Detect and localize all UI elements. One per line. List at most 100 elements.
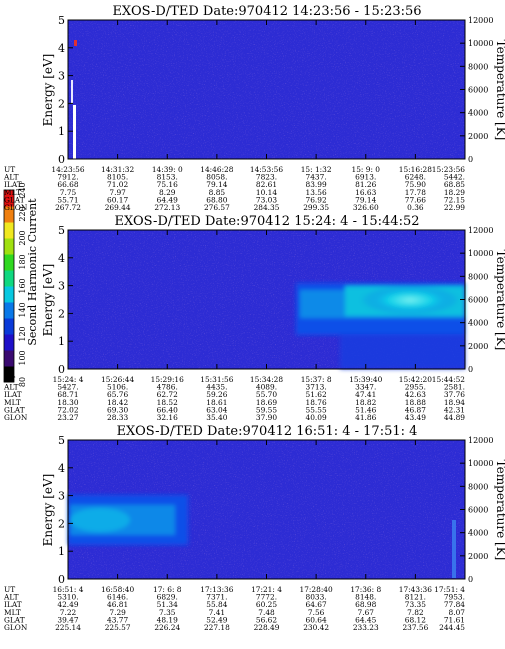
table-cell: 15:34:28: [250, 375, 283, 384]
table-cell: 56.62: [256, 615, 277, 624]
table-cell: 237.56: [402, 623, 428, 632]
table-cell: 55.55: [306, 405, 327, 414]
table-cell: 81.26: [355, 180, 376, 189]
panel-1-xticks: [67, 20, 466, 159]
panel-3-edge-streak: [452, 520, 456, 578]
table-cell: 79.14: [355, 195, 376, 204]
colorbar-label: Second Harmonic Current: [26, 198, 39, 346]
table-cell: 7912.: [57, 173, 78, 182]
colorbar-swatch: [4, 334, 14, 351]
table-cell: 228.49: [254, 623, 280, 632]
table-cell: 4089.: [256, 383, 277, 392]
table-cell: 23.27: [57, 413, 78, 422]
table-cell: 32.16: [157, 413, 178, 422]
table-cell: 68.71: [57, 390, 78, 399]
colorbar-swatch: [4, 254, 14, 271]
row-label: UT: [4, 375, 15, 384]
table-cell: 18.42: [107, 398, 128, 407]
colorbar-swatch: [4, 286, 14, 303]
table-cell: 18.88: [405, 398, 426, 407]
y2-tick-label: 2000: [468, 552, 488, 561]
row-label: UT: [4, 165, 15, 174]
table-cell: 15: 9: 0: [352, 165, 381, 174]
y-tick-label: 1: [58, 335, 65, 348]
panel-1-y2ticks: 0 2000 4000 6000 8000 10000 12000: [460, 16, 493, 164]
panel-3-y2label: Temperature [K]: [494, 460, 505, 561]
table-cell: 8153.: [157, 173, 178, 182]
table-cell: 63.04: [206, 405, 227, 414]
row-label: MLT: [4, 188, 21, 197]
table-cell: 13.56: [306, 188, 327, 197]
row-label: MLT: [4, 398, 21, 407]
panel-2-yticks: 0 1 2 3 4 5: [58, 224, 73, 376]
table-cell: 7.22: [60, 608, 76, 617]
colorbar-tick-label: 240: [18, 182, 27, 197]
panel-3-xticks: [67, 440, 466, 579]
table-cell: 68.98: [355, 600, 376, 609]
table-cell: 8058.: [206, 173, 227, 182]
table-cell: 0.36: [407, 203, 424, 212]
table-cell: 73.35: [405, 600, 426, 609]
table-cell: 17:51: 4: [434, 585, 465, 594]
table-cell: 272.13: [154, 203, 180, 212]
y-tick-label: 4: [58, 42, 65, 55]
table-cell: 15:44:52: [432, 375, 465, 384]
y2-tick-label: 12000: [468, 226, 493, 235]
table-cell: 225.14: [55, 623, 81, 632]
table-cell: 2581.: [444, 383, 465, 392]
y-tick-label: 0: [58, 363, 65, 376]
table-cell: 65.76: [107, 390, 128, 399]
colorbar-swatch: [4, 238, 14, 255]
table-cell: 71.61: [444, 615, 465, 624]
row-label: GLON: [4, 413, 28, 422]
y2-tick-label: 0: [468, 575, 473, 584]
table-cell: 15:42:20: [399, 375, 432, 384]
panel-1-yticks: 0 1 2 3 4 5: [58, 14, 73, 166]
table-cell: 75.16: [157, 180, 178, 189]
table-cell: 73.03: [256, 195, 277, 204]
table-cell: 18.29: [444, 188, 465, 197]
y2-tick-label: 2000: [468, 132, 488, 141]
table-cell: 8.29: [159, 188, 176, 197]
y2-tick-label: 8000: [468, 62, 488, 71]
colorbar-ticks: 80 100 120 140 160 180 200 220 240: [18, 182, 27, 387]
row-label: GLAT: [4, 195, 25, 204]
table-cell: 7.56: [308, 608, 325, 617]
panel-2: EXOS-D/TED Date:970412 15:24: 4 - 15:44:…: [3, 214, 505, 422]
row-label: GLON: [4, 623, 28, 632]
y2-tick-label: 4000: [468, 319, 488, 328]
table-cell: 4435.: [206, 383, 227, 392]
table-cell: 42.31: [444, 405, 465, 414]
table-cell: 40.09: [306, 413, 327, 422]
table-cell: 7.82: [407, 608, 423, 617]
table-cell: 15:39:40: [349, 375, 382, 384]
y2-tick-label: 0: [468, 155, 473, 164]
panel-2-enhancement: [296, 283, 465, 369]
colorbar-swatch: [4, 318, 14, 335]
colorbar-tick-label: 180: [18, 254, 27, 269]
table-cell: 6913.: [355, 173, 376, 182]
table-cell: 55.84: [206, 600, 227, 609]
colorbar-swatch: [4, 270, 14, 287]
y2-tick-label: 6000: [468, 506, 488, 515]
table-cell: 17.78: [405, 188, 426, 197]
y-tick-label: 2: [58, 517, 65, 530]
table-cell: 5442.: [444, 173, 465, 182]
colorbar-tick-label: 220: [18, 206, 27, 221]
table-cell: 284.35: [254, 203, 280, 212]
panel-1: EXOS-D/TED Date:970412 14:23:56 - 15:23:…: [3, 4, 505, 212]
table-cell: 5427.: [57, 383, 78, 392]
table-cell: 72.15: [444, 195, 465, 204]
y-tick-label: 2: [58, 97, 65, 110]
table-cell: 28.33: [107, 413, 128, 422]
colorbar-tick-label: 100: [18, 350, 27, 365]
table-cell: 18.52: [157, 398, 178, 407]
table-cell: 17: 6: 8: [153, 585, 182, 594]
panel-1-title: EXOS-D/TED Date:970412 14:23:56 - 15:23:…: [112, 4, 421, 19]
table-cell: 60.25: [256, 600, 277, 609]
table-cell: 326.60: [353, 203, 379, 212]
table-cell: 66.68: [57, 180, 78, 189]
table-cell: 16:51: 4: [53, 585, 84, 594]
